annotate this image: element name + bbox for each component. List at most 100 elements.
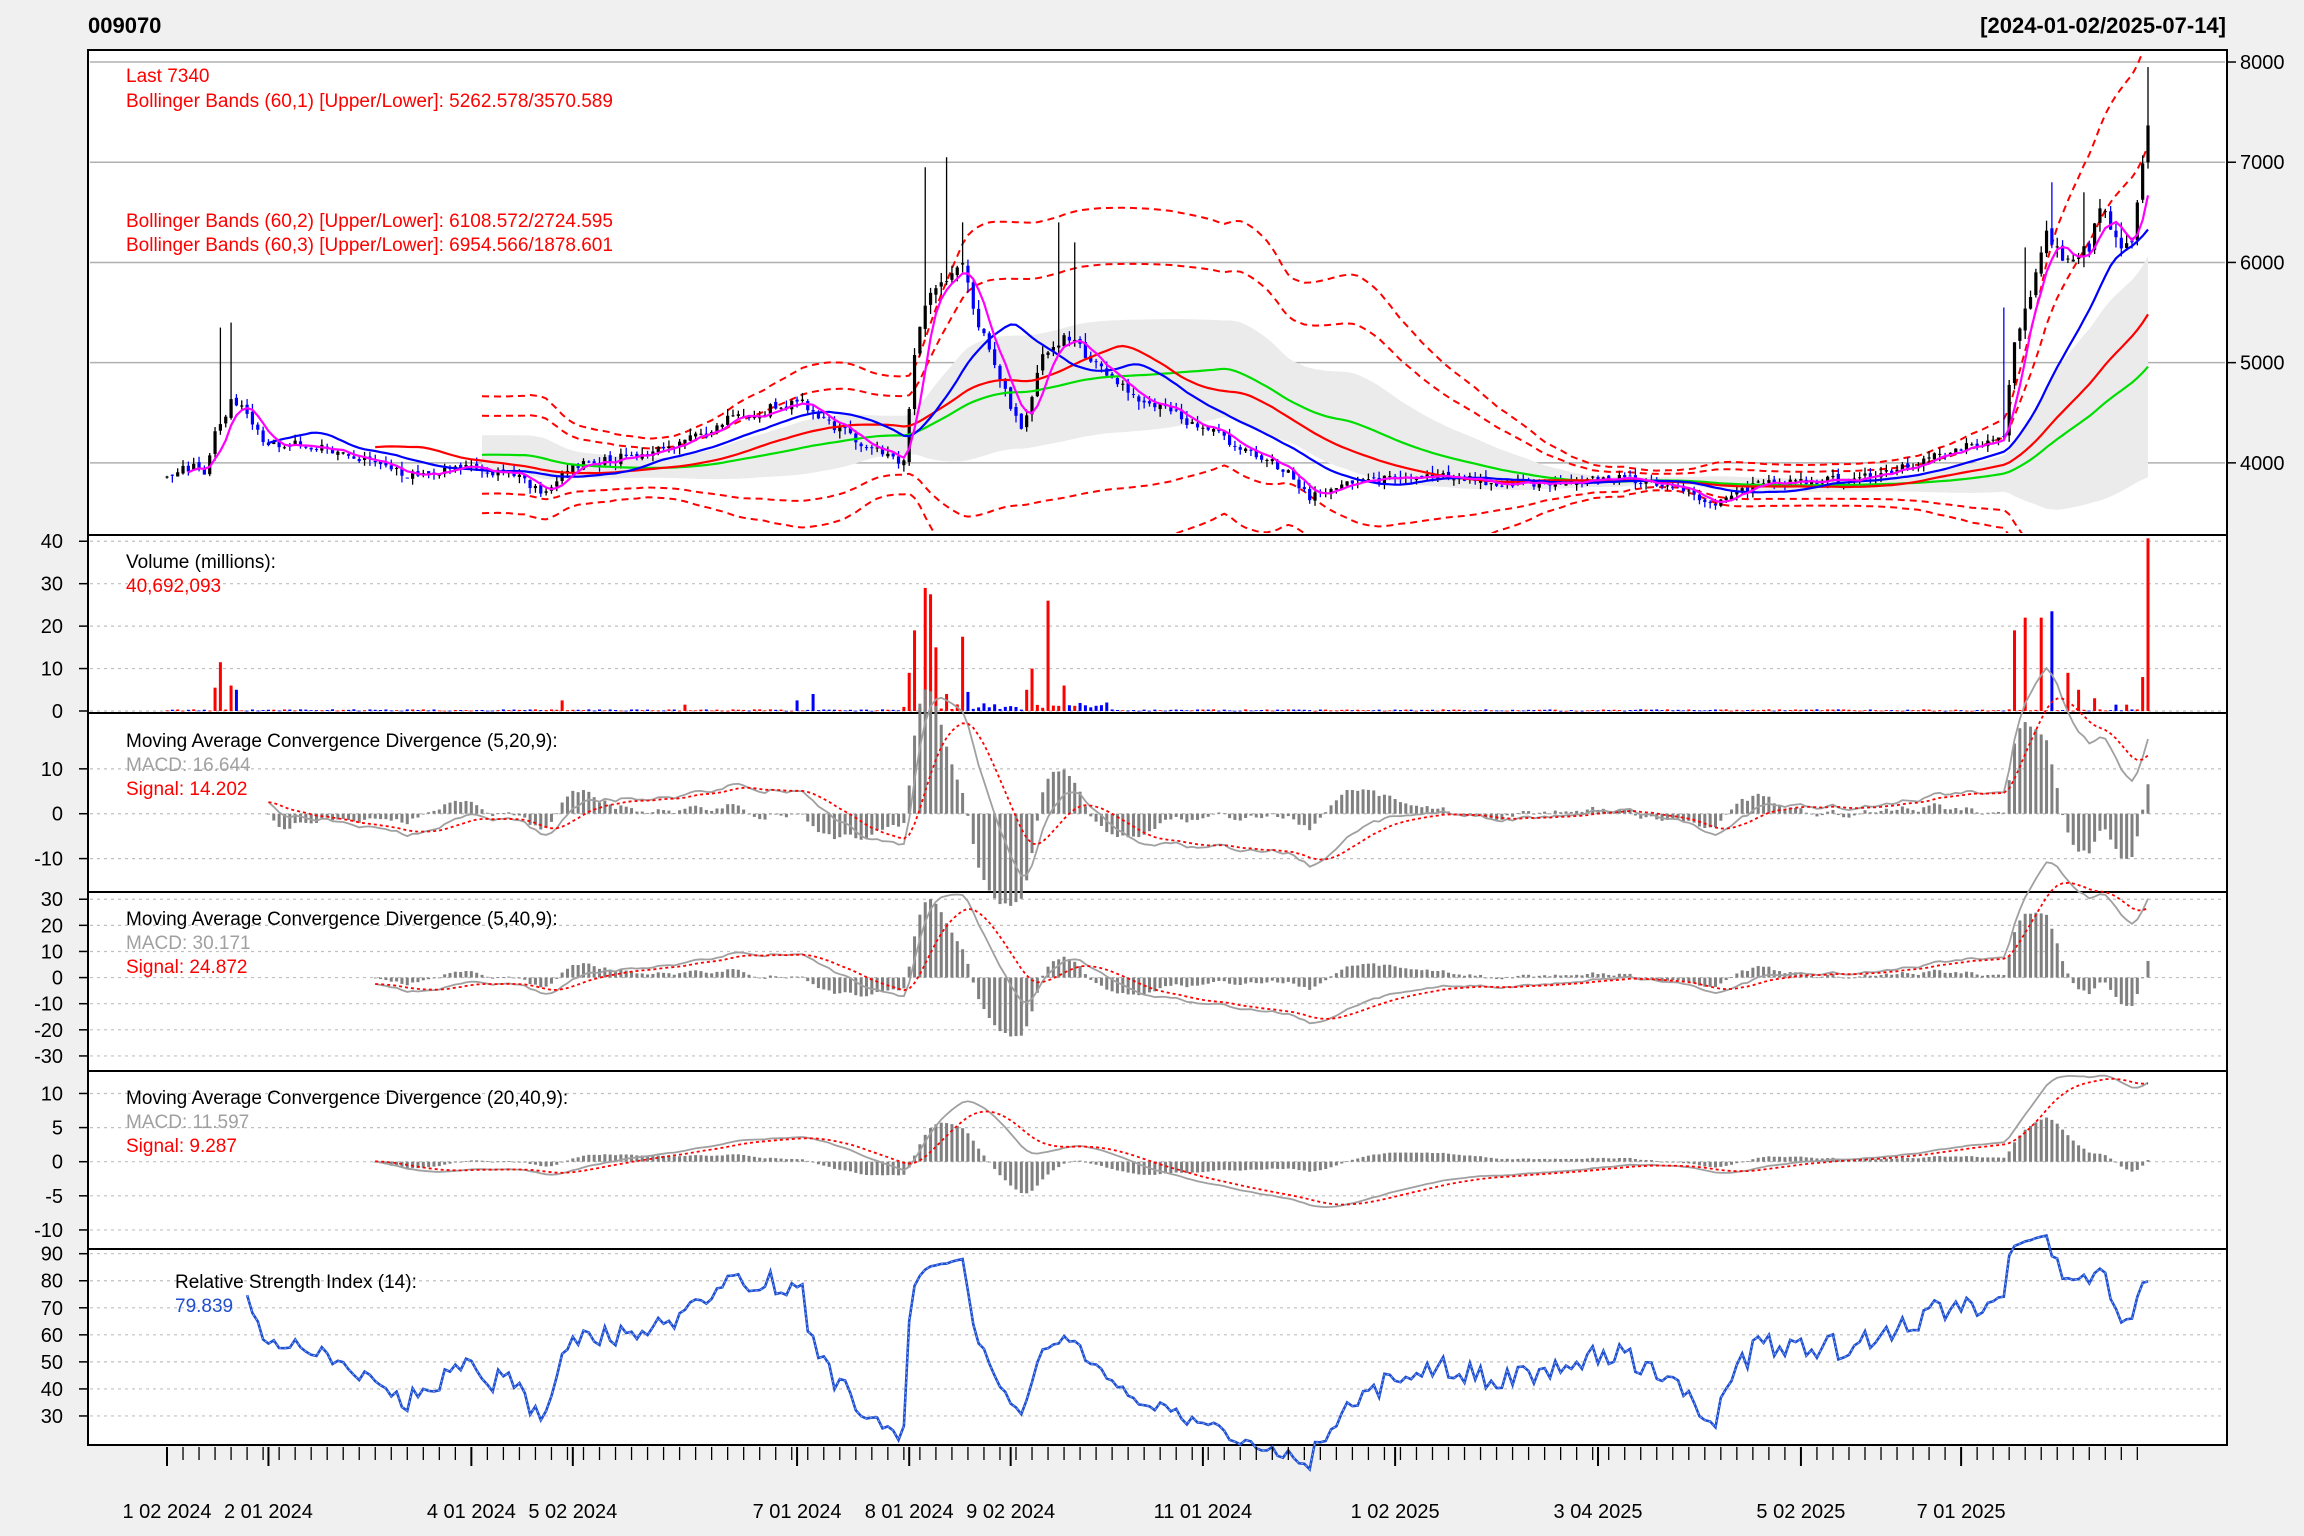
macd-histogram-bar	[998, 977, 1002, 1032]
macd-histogram-bar	[1329, 805, 1333, 814]
macd-histogram-bar	[784, 977, 788, 979]
macd-histogram-bar	[875, 813, 879, 831]
volume-bar	[170, 709, 174, 711]
macd-histogram-bar	[1196, 1161, 1200, 1173]
volume-bar	[1463, 710, 1467, 712]
macd-histogram-bar	[1484, 977, 1488, 979]
price-clip	[165, 52, 2150, 533]
macd-histogram-bar	[619, 1154, 623, 1162]
volume-bar	[1831, 709, 1835, 711]
macd-histogram-bar	[993, 813, 997, 899]
macd-histogram-bar	[1382, 1153, 1386, 1162]
macd-histogram-bar	[667, 810, 671, 814]
macd-histogram-bar	[720, 808, 724, 814]
macd-histogram-bar	[2119, 813, 2123, 859]
macd-histogram-bar	[1479, 1156, 1483, 1162]
candle-body	[2071, 259, 2075, 262]
macd-histogram-bar	[2109, 977, 2113, 990]
macd-histogram-bar	[816, 1161, 820, 1165]
macd-histogram-bar	[731, 804, 735, 814]
volume-bar	[1452, 709, 1456, 711]
volume-bar	[1548, 709, 1552, 711]
volume-bar	[1398, 710, 1402, 711]
volume-bar	[1372, 710, 1376, 712]
volume-bar	[929, 594, 933, 711]
macd-histogram-bar	[672, 813, 676, 814]
volume-bar	[2055, 710, 2059, 712]
macd-histogram-bar	[1836, 976, 1840, 978]
candle-body	[2028, 297, 2033, 309]
macd-histogram-bar	[1783, 809, 1787, 814]
macd-histogram-bar	[2023, 913, 2027, 978]
volume-bar	[475, 710, 479, 711]
macd-histogram-bar	[1735, 1161, 1739, 1164]
macd-histogram-bar	[1895, 1158, 1899, 1162]
macd-histogram-bar	[523, 1161, 527, 1163]
macd-histogram-bar	[1436, 1153, 1440, 1162]
candle-body	[1158, 403, 1162, 410]
volume-bar	[710, 710, 714, 712]
macd-histogram-bar	[971, 977, 975, 983]
macd-histogram-bar	[1083, 974, 1087, 978]
rsi-legend: Relative Strength Index (14): 79.839	[175, 1272, 417, 1317]
volume-bar	[437, 710, 441, 712]
macd-histogram-bar	[875, 1161, 879, 1175]
macd-histogram-bar	[1500, 977, 1504, 980]
macd-histogram-bar	[1708, 1161, 1712, 1167]
volume-bar	[432, 709, 436, 711]
macd-histogram-bar	[1318, 977, 1322, 984]
macd-histogram-bar	[1596, 974, 1600, 978]
candle-body	[2034, 272, 2038, 296]
macd-histogram-bar	[1628, 1157, 1632, 1162]
volume-bar	[1671, 710, 1675, 712]
macd-histogram-bar	[1890, 1158, 1894, 1162]
macd-histogram-bar	[688, 1155, 692, 1162]
volume-bar	[277, 710, 281, 712]
macd-histogram-bar	[667, 1155, 671, 1162]
volume-bar	[1863, 710, 1867, 711]
macd-histogram-bar	[2130, 1161, 2134, 1172]
macd-histogram-bar	[549, 1161, 553, 1167]
macd-histogram-bar	[1932, 969, 1936, 978]
volume-bar	[2077, 689, 2081, 711]
volume-bar	[315, 710, 319, 711]
volume-bar	[1025, 689, 1029, 711]
macd-histogram-bar	[1655, 1160, 1659, 1162]
macd-histogram-bar	[848, 1161, 852, 1172]
macd-histogram-bar	[1703, 1161, 1707, 1167]
volume-bar	[405, 709, 409, 711]
macd-histogram-bar	[1265, 1161, 1269, 1170]
volume-bar	[320, 710, 324, 712]
volume-bar	[1212, 709, 1216, 711]
macd-histogram-bar	[1868, 1159, 1872, 1162]
macd-histogram-bar	[608, 804, 612, 814]
volume-bar	[1094, 705, 1098, 711]
volume-bar	[1623, 710, 1627, 712]
macd-histogram-bar	[1196, 813, 1200, 820]
macd-histogram-bar	[1527, 974, 1531, 978]
macd-histogram-bar	[1980, 975, 1984, 978]
macd-histogram-bar	[1089, 1161, 1093, 1164]
candle-body	[2044, 230, 2049, 254]
y-tick-label: 30	[41, 889, 63, 911]
macd-histogram-bar	[1767, 1156, 1771, 1162]
macd-histogram-bar	[1874, 812, 1878, 814]
volume-bar	[1073, 705, 1077, 711]
volume-bar	[373, 709, 377, 711]
macd-histogram-bar	[2039, 1119, 2043, 1162]
macd-histogram-bar	[955, 779, 959, 814]
candle-body	[2103, 211, 2107, 213]
volume-bar	[688, 710, 692, 712]
macd-histogram-bar	[1628, 973, 1632, 978]
volume-bar	[491, 710, 495, 712]
macd-histogram-bar	[1057, 771, 1061, 814]
macd-histogram-bar	[1329, 1161, 1333, 1168]
candle-body	[1281, 469, 1285, 472]
macd-histogram-bar	[309, 813, 313, 824]
macd-histogram-bar	[1137, 813, 1141, 838]
macd-histogram-bar	[1479, 974, 1483, 978]
macd-histogram-bar	[1377, 795, 1381, 814]
volume-bar	[1628, 710, 1632, 711]
candle-body	[186, 465, 190, 472]
volume-bar	[1569, 710, 1573, 711]
